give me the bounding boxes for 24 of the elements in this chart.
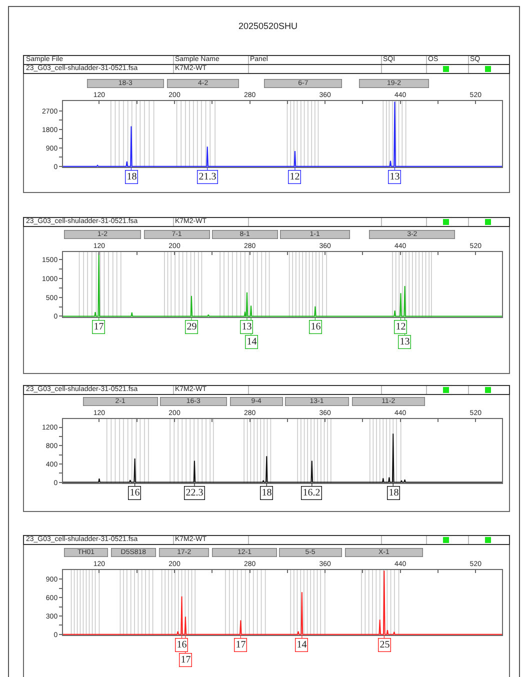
line-series [63, 101, 502, 167]
annotation: 16 [176, 640, 187, 651]
annotation: 22.3 [186, 488, 204, 499]
annotation: 16 [130, 488, 140, 499]
annotation: 14 [296, 640, 307, 651]
annotation: 13 [390, 172, 400, 183]
annotation: 18 [262, 488, 272, 499]
annotation: 18 [388, 488, 399, 499]
annotation: 18 [126, 172, 137, 183]
annotation: 12 [396, 322, 406, 333]
annotation: 21.3 [198, 172, 216, 183]
annotation: 13 [400, 336, 410, 348]
line-series [63, 433, 502, 483]
annotation: 17 [236, 640, 246, 651]
annotation: 12 [290, 172, 300, 183]
annotation: 25 [380, 640, 390, 651]
annotation: 29 [186, 322, 197, 333]
annotation: 14 [246, 336, 257, 348]
annotation: 13 [242, 322, 252, 333]
chart-title: 20250520SHU [237, 21, 299, 32]
annotation: 17 [94, 322, 104, 333]
annotation: 17 [180, 654, 191, 666]
annotation: 16.2 [302, 488, 320, 499]
annotation: 16 [310, 322, 321, 333]
